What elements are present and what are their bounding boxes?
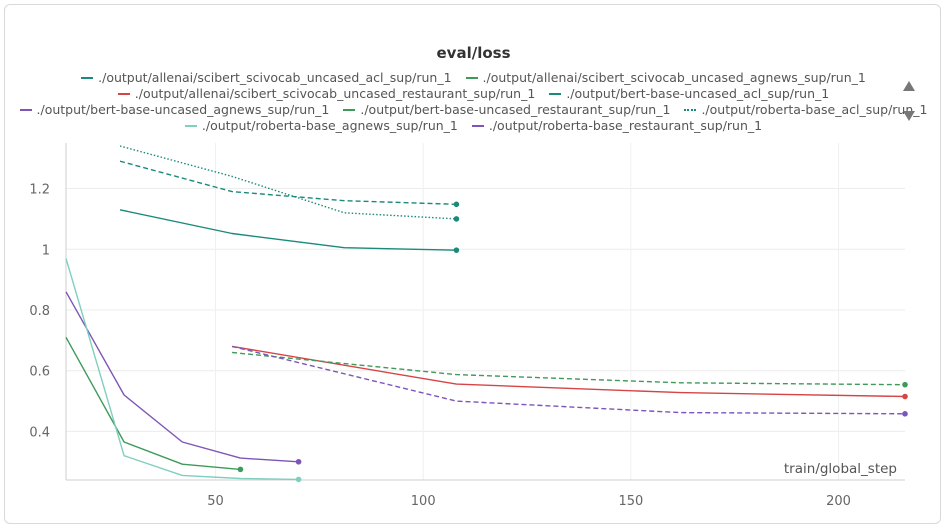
- legend-swatch: [684, 108, 697, 111]
- legend-item[interactable]: ./output/allenai/scibert_scivocab_uncase…: [81, 70, 452, 85]
- y-tick-label: 0.6: [29, 365, 50, 380]
- y-tick-label: 0.8: [29, 304, 50, 319]
- triangle-up-icon: [903, 81, 915, 91]
- legend-item[interactable]: ./output/bert-base-uncased_acl_sup/run_1: [549, 86, 829, 101]
- series-endpoint: [237, 466, 244, 473]
- series-endpoint: [453, 216, 460, 222]
- series-endpoint: [295, 476, 302, 483]
- legend-swatch: [465, 76, 478, 79]
- legend-row: ./output/allenai/scibert_scivocab_uncase…: [0, 86, 947, 101]
- legend-label: ./output/roberta-base_agnews_sup/run_1: [201, 118, 458, 133]
- series-line: [119, 209, 457, 251]
- series-endpoint: [295, 458, 302, 465]
- legend-swatch: [184, 124, 197, 127]
- legend-label: ./output/allenai/scibert_scivocab_uncase…: [98, 70, 452, 85]
- x-tick-label: 100: [411, 494, 436, 509]
- legend-item[interactable]: ./output/roberta-base_acl_sup/run_1: [684, 102, 927, 117]
- legend-label: ./output/allenai/scibert_scivocab_uncase…: [134, 86, 536, 101]
- series-line: [65, 336, 241, 471]
- legend-item[interactable]: ./output/bert-base-uncased_restaurant_su…: [343, 102, 670, 117]
- series-line: [231, 345, 906, 398]
- legend-row: ./output/roberta-base_agnews_sup/run_1 ./…: [0, 118, 947, 133]
- x-tick-label: 200: [826, 494, 851, 509]
- series-line: [232, 351, 906, 386]
- legend-swatch: [549, 92, 562, 95]
- series-endpoint: [902, 393, 908, 400]
- series-line: [119, 160, 457, 205]
- series-endpoint: [453, 201, 460, 208]
- legend-row: ./output/bert-base-uncased_agnews_sup/ru…: [0, 102, 947, 117]
- legend-swatch: [343, 108, 356, 111]
- legend-label: ./output/roberta-base_acl_sup/run_1: [701, 102, 928, 117]
- x-tick-label: 50: [207, 494, 224, 509]
- legend-label: ./output/bert-base-uncased_restaurant_su…: [360, 102, 671, 117]
- chart-title: eval/loss: [436, 44, 511, 62]
- legend-label: ./output/bert-base-uncased_agnews_sup/ru…: [36, 102, 330, 117]
- legend-item[interactable]: ./output/bert-base-uncased_agnews_sup/ru…: [19, 102, 330, 117]
- series-line: [65, 291, 299, 463]
- legend-item[interactable]: ./output/allenai/scibert_scivocab_uncase…: [117, 86, 536, 101]
- x-tick-label: 150: [618, 494, 643, 509]
- legend-label: ./output/bert-base-uncased_acl_sup/run_1: [566, 86, 830, 101]
- chart-panel: [4, 4, 941, 524]
- legend-label: ./output/allenai/scibert_scivocab_uncase…: [482, 70, 866, 85]
- series-endpoint: [453, 247, 460, 253]
- legend-item[interactable]: ./output/allenai/scibert_scivocab_uncase…: [465, 70, 866, 85]
- series-line: [231, 345, 906, 415]
- legend-swatch: [471, 124, 484, 127]
- series-line: [119, 145, 457, 220]
- legend-swatch: [19, 108, 32, 111]
- legend-item[interactable]: ./output/roberta-base_restaurant_sup/run…: [471, 118, 763, 133]
- x-axis-title: train/global_step: [784, 461, 897, 477]
- legend-scroll-down-icon[interactable]: [900, 108, 918, 124]
- legend-label: ./output/roberta-base_restaurant_sup/run…: [488, 118, 763, 133]
- y-tick-label: 1.2: [29, 183, 50, 198]
- triangle-down-icon: [903, 111, 915, 121]
- y-tick-label: 1: [42, 243, 50, 258]
- series-line: [65, 258, 299, 481]
- legend-swatch: [117, 92, 130, 95]
- legend-swatch: [81, 76, 94, 79]
- series-endpoint: [902, 411, 908, 417]
- series-endpoint: [902, 381, 908, 388]
- legend-scroll-up-icon[interactable]: [900, 78, 918, 94]
- y-tick-label: 0.4: [29, 425, 50, 440]
- legend-item[interactable]: ./output/roberta-base_agnews_sup/run_1: [184, 118, 458, 133]
- legend-row: ./output/allenai/scibert_scivocab_uncase…: [0, 70, 947, 85]
